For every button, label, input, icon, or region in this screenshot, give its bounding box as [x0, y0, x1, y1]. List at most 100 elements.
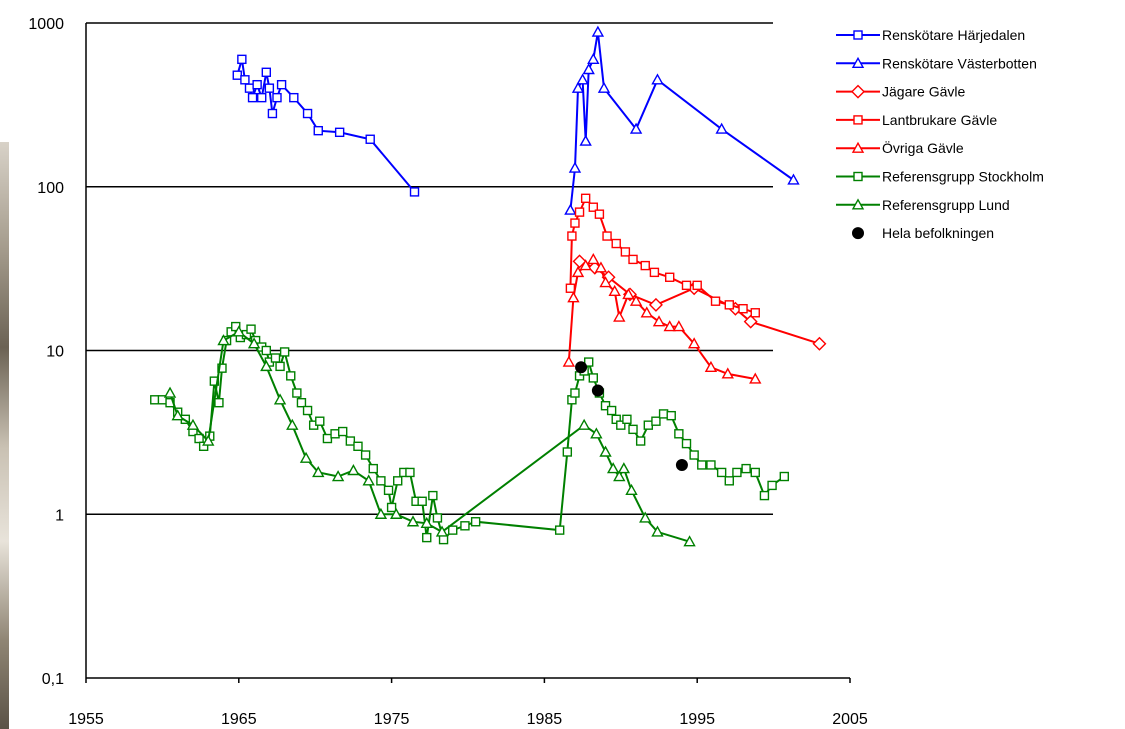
data-point — [562, 447, 573, 457]
data-point — [767, 480, 777, 491]
data-point — [697, 460, 707, 470]
legend-marker — [851, 84, 865, 99]
data-point — [362, 474, 375, 486]
data-point — [422, 532, 432, 543]
data-point — [231, 321, 241, 332]
data-point — [692, 280, 702, 291]
data-point — [759, 490, 770, 501]
legend-marker — [853, 30, 863, 40]
data-point — [588, 373, 598, 383]
data-point — [706, 460, 716, 470]
data-point — [273, 393, 287, 405]
data-point — [716, 467, 727, 478]
data-point — [202, 434, 215, 446]
legend-item: Övriga Gävle — [836, 139, 964, 156]
data-point — [590, 427, 603, 439]
data-point — [629, 122, 643, 134]
data-point — [383, 485, 394, 496]
data-point — [652, 315, 666, 327]
legend-label: Referensgrupp Stockholm — [882, 169, 1044, 185]
data-point — [406, 515, 420, 527]
data-point — [651, 525, 664, 537]
data-point — [710, 296, 721, 306]
data-point — [591, 384, 604, 397]
data-point — [588, 202, 598, 212]
series-line — [569, 31, 795, 211]
data-point — [568, 161, 582, 173]
series-line — [154, 324, 785, 542]
data-point — [681, 280, 692, 291]
data-point — [628, 424, 638, 435]
data-point — [613, 310, 626, 322]
data-point — [651, 416, 661, 426]
data-point — [635, 436, 646, 446]
data-point — [724, 300, 734, 310]
series-3 — [565, 193, 760, 318]
x-tick-label: 1995 — [679, 711, 715, 728]
data-point — [611, 238, 621, 249]
x-tick-label: 2005 — [832, 711, 868, 728]
data-point — [217, 334, 230, 346]
data-point — [732, 467, 742, 478]
data-point — [787, 173, 800, 185]
legend-item: Hela befolkningen — [852, 225, 994, 241]
data-point — [217, 363, 227, 373]
data-point — [562, 355, 576, 367]
data-point — [171, 409, 184, 421]
data-point — [374, 507, 388, 519]
data-point — [257, 92, 267, 103]
data-point — [312, 466, 325, 478]
y-tick-label: 100 — [37, 180, 64, 197]
legend-marker — [853, 115, 863, 125]
data-point — [681, 438, 692, 449]
data-point — [567, 291, 580, 303]
data-point — [672, 320, 686, 332]
legend-label: Övriga Gävle — [882, 139, 964, 156]
gridlines — [86, 22, 773, 515]
data-point — [150, 395, 160, 405]
data-point — [428, 490, 438, 501]
data-point — [625, 483, 638, 496]
data-point — [606, 405, 617, 416]
legend-item: Referensgrupp Lund — [836, 197, 1010, 213]
data-point — [209, 376, 220, 386]
data-point — [658, 409, 669, 419]
series-0 — [232, 54, 420, 197]
data-point — [741, 463, 751, 474]
data-point — [622, 414, 632, 425]
data-point — [587, 252, 600, 265]
data-point — [594, 209, 605, 219]
data-point — [651, 73, 664, 85]
data-point — [606, 462, 620, 474]
data-point — [347, 464, 360, 476]
legend-label: Renskötare Härjedalen — [882, 27, 1025, 43]
data-point — [649, 267, 660, 278]
data-point — [240, 75, 250, 85]
data-point — [628, 254, 638, 265]
data-point — [597, 81, 611, 93]
series-layer — [150, 25, 827, 547]
data-point — [334, 127, 345, 138]
data-point — [338, 426, 348, 437]
data-point — [376, 476, 386, 486]
data-point — [640, 260, 650, 271]
data-point — [438, 534, 449, 545]
series-2 — [572, 254, 827, 351]
data-point — [264, 83, 275, 93]
data-point — [663, 320, 676, 332]
data-point — [322, 433, 333, 444]
y-tick-label: 0,1 — [42, 671, 64, 688]
data-point — [267, 108, 278, 119]
data-point — [594, 261, 608, 273]
data-point — [275, 361, 285, 372]
data-point — [750, 308, 760, 318]
x-tick-label: 1965 — [221, 711, 257, 728]
data-point — [292, 388, 302, 398]
data-point — [564, 203, 577, 215]
legend-item: Renskötare Västerbotten — [836, 55, 1037, 71]
data-point — [232, 70, 242, 80]
data-point — [571, 81, 585, 93]
data-point — [252, 79, 262, 90]
data-point — [629, 294, 643, 306]
